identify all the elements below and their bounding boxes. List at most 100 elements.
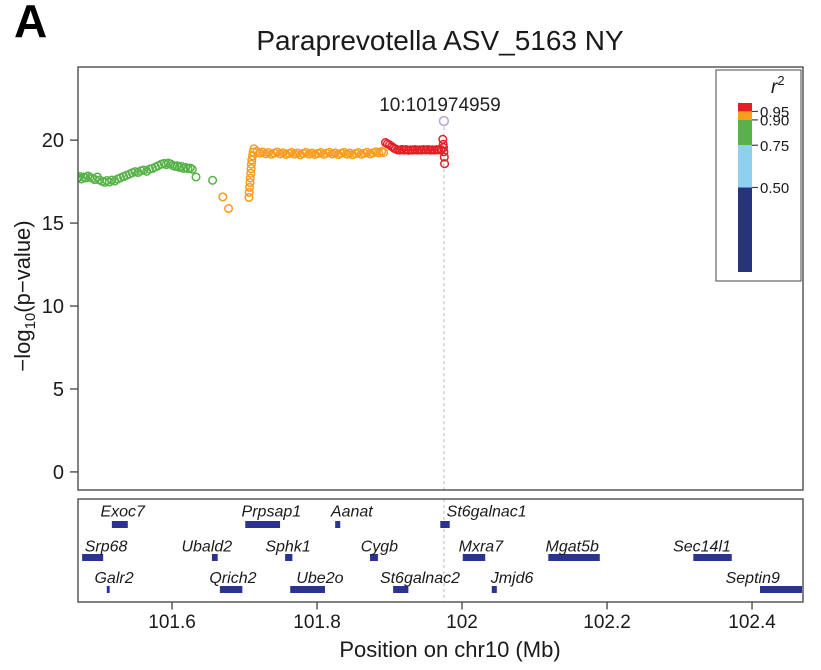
gene-bar	[106, 586, 110, 593]
x-axis-title: Position on chr10 (Mb)	[339, 637, 560, 662]
gene-sphk1: Sphk1	[265, 539, 311, 561]
x-tick-label: 102.2	[583, 612, 631, 633]
legend-tick-label: 0.50	[760, 180, 789, 197]
gene-track-border	[77, 498, 804, 603]
snp-point	[246, 168, 256, 178]
gene-label: Mgat5b	[546, 539, 599, 556]
gene-bar	[82, 554, 104, 561]
snp-point	[191, 172, 201, 182]
legend-color-segment	[738, 111, 752, 120]
y-axis-title-post: (p−value)	[10, 220, 35, 312]
gene-track: Exoc7 Prpsap1 Aanat St6galnac1 Srp68 Ubald2 Sp…	[82, 504, 802, 593]
snp-point	[379, 147, 389, 157]
lead-snp-circle	[438, 115, 450, 127]
snp-point	[244, 187, 254, 197]
snp-point	[161, 160, 171, 170]
gene-mgat5b: Mgat5b	[546, 539, 600, 561]
gene-label: Jmjd6	[490, 570, 534, 587]
y-tick-label: 10	[42, 296, 64, 318]
gene-label: St6galnac1	[447, 504, 527, 521]
gene-label: Qrich2	[209, 570, 256, 587]
legend-color-segment	[738, 187, 752, 272]
y-tick-label: 0	[53, 462, 64, 484]
legend-tick-label: 0.95	[760, 104, 789, 121]
x-tick-label: 102	[446, 612, 478, 633]
gene-bar	[693, 554, 732, 561]
series-orange	[218, 144, 389, 214]
gene-label: Cygb	[361, 539, 398, 556]
gene-label: Sphk1	[265, 539, 310, 556]
legend-box	[715, 69, 802, 282]
legend-color-segment	[738, 119, 752, 146]
gene-label: Galr2	[94, 570, 133, 587]
y-axis-title-sub: 10	[22, 313, 39, 330]
gene-galr2: Galr2	[94, 570, 134, 593]
snp-point	[249, 144, 259, 154]
gene-label: Ubald2	[181, 539, 232, 556]
y-tick-label: 20	[42, 130, 64, 152]
snp-point	[439, 147, 449, 157]
y-tick-label: 15	[42, 213, 64, 235]
gene-bar	[111, 521, 128, 528]
gene-bar	[285, 554, 293, 561]
snp-point	[438, 143, 449, 153]
gene-bar	[491, 586, 497, 593]
gene-label: Sec14l1	[673, 539, 731, 556]
gene-srp68: Srp68	[82, 539, 128, 561]
y-axis-title: −log10(p−value)	[10, 220, 39, 371]
series-red	[380, 134, 450, 169]
gene-bar	[245, 521, 281, 528]
snp-point	[245, 173, 255, 183]
legend-color-segment	[738, 103, 752, 112]
gene-prpsap1: Prpsap1	[242, 504, 301, 528]
y-tick-label: 5	[53, 379, 64, 401]
legend-title: r2	[771, 73, 785, 98]
snp-point	[246, 159, 256, 169]
gene-septin9: Septin9	[726, 570, 802, 593]
snp-point	[81, 173, 91, 183]
snp-point	[104, 177, 114, 187]
snp-point	[246, 164, 256, 174]
gene-cygb: Cygb	[361, 539, 398, 561]
gene-qrich2: Qrich2	[209, 570, 257, 593]
gene-bar	[369, 554, 378, 561]
gene-sec14l1: Sec14l1	[673, 539, 732, 561]
lead-snp-point	[438, 115, 450, 127]
gene-st6galnac1: St6galnac1	[440, 504, 527, 528]
gene-bar	[335, 521, 341, 528]
main-plot-border	[77, 66, 804, 491]
snp-point	[218, 192, 228, 202]
snp-point	[439, 152, 449, 162]
y-axis-title-pre: −log	[10, 329, 35, 371]
gene-label: Aanat	[330, 504, 373, 521]
gene-bar	[290, 586, 326, 593]
x-tick-label: 101.8	[293, 612, 341, 633]
snp-point	[245, 177, 255, 188]
snp-point	[438, 134, 448, 144]
legend-tick-label: 0.90	[760, 112, 789, 129]
gene-label: St6galnac2	[380, 570, 460, 587]
legend-color-segment	[738, 145, 752, 188]
gene-ubald2: Ubald2	[181, 539, 232, 561]
snp-point	[440, 159, 450, 169]
gene-ube2o: Ube2o	[290, 570, 344, 593]
x-tick-label: 102.4	[728, 612, 776, 633]
gene-aanat: Aanat	[330, 504, 373, 528]
gene-label: Mxra7	[459, 539, 505, 556]
gene-bar	[440, 521, 450, 528]
panel-label: A	[14, 0, 47, 47]
snp-point	[244, 192, 254, 202]
gene-label: Srp68	[85, 539, 128, 556]
gene-st6galnac2: St6galnac2	[380, 570, 460, 593]
gene-exoc7: Exoc7	[100, 504, 146, 528]
gene-label: Ube2o	[296, 570, 343, 587]
gene-label: Exoc7	[100, 504, 146, 521]
gene-label: Septin9	[726, 570, 780, 587]
chart-title: Paraprevotella ASV_5163 NY	[256, 25, 624, 56]
gene-bar	[760, 586, 802, 593]
lead-snp-label: 10:101974959	[379, 95, 501, 116]
scatter-points	[78, 134, 450, 214]
axis-ticks: 0 5 10 15 20 101.6 101.8 102 102.2 102.4	[42, 130, 776, 633]
